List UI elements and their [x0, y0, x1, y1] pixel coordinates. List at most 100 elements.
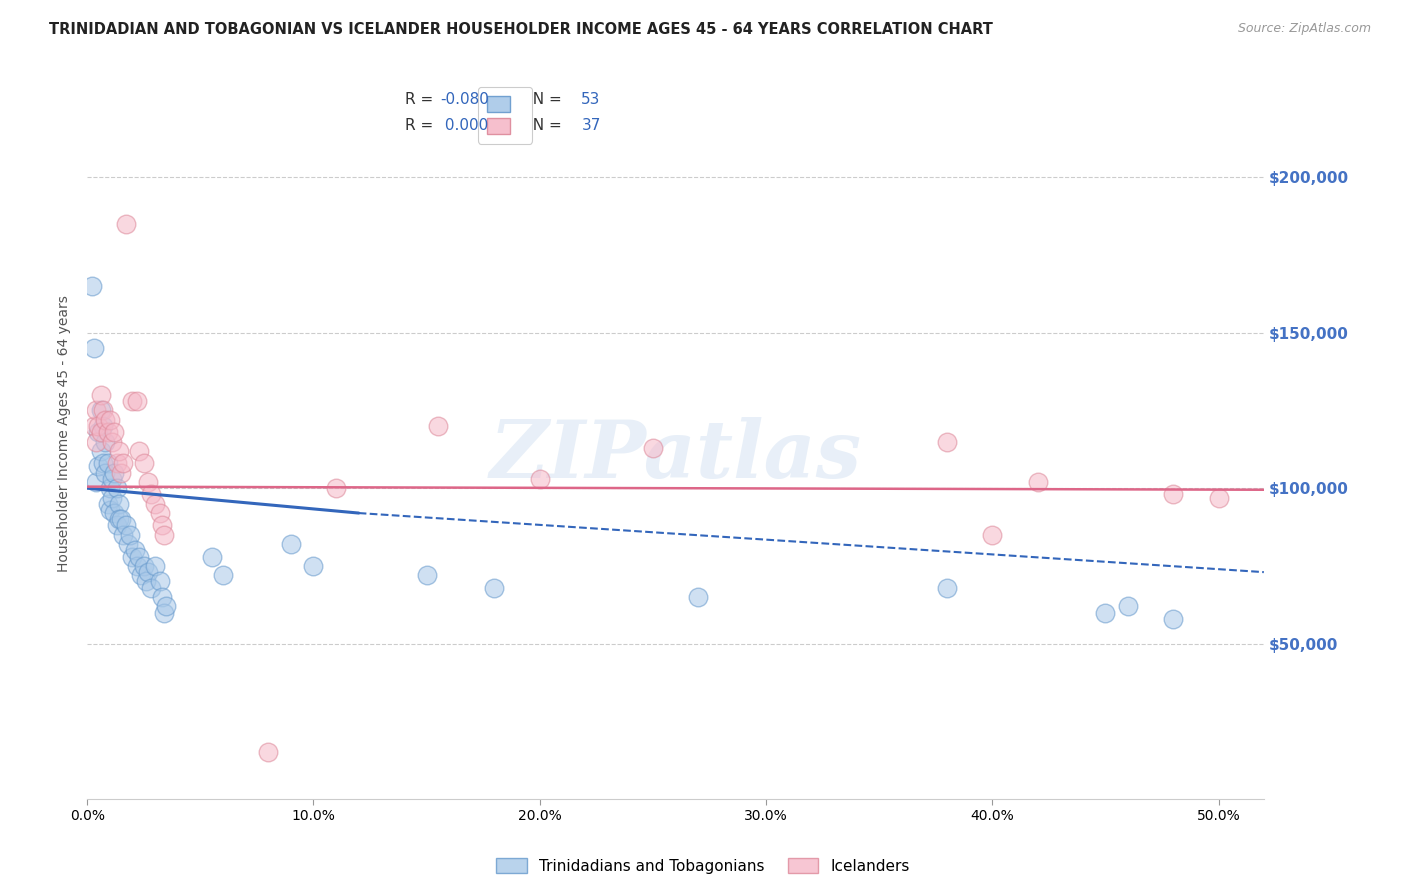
Point [108, 512, 131, 526]
Text: N =: N = [523, 118, 567, 133]
Point [143, 558, 166, 573]
Point [101, 472, 124, 486]
Point [128, 443, 150, 458]
Point [96, 456, 118, 470]
Point [641, 441, 664, 455]
Point [135, 574, 157, 589]
Point [150, 518, 173, 533]
Point [87, 459, 110, 474]
Point [1026, 475, 1049, 489]
Point [415, 568, 437, 582]
Point [91, 456, 114, 470]
Point [136, 565, 159, 579]
Point [1208, 491, 1230, 505]
Point [114, 518, 136, 533]
Point [80, 279, 103, 293]
Point [131, 568, 153, 582]
Point [212, 568, 235, 582]
Point [125, 394, 148, 409]
Point [112, 528, 135, 542]
Legend: Trinidadians and Tobagonians, Icelanders: Trinidadians and Tobagonians, Icelanders [491, 852, 915, 880]
Point [94, 466, 117, 480]
Point [84, 475, 107, 489]
Point [114, 217, 136, 231]
Point [1163, 612, 1185, 626]
Text: Source: ZipAtlas.com: Source: ZipAtlas.com [1237, 22, 1371, 36]
Point [132, 456, 155, 470]
Point [148, 506, 170, 520]
Point [936, 434, 959, 449]
Point [201, 549, 224, 564]
Text: 37: 37 [581, 118, 600, 133]
Point [87, 425, 110, 440]
Y-axis label: Householder Income Ages 45 - 64 years: Householder Income Ages 45 - 64 years [58, 295, 72, 573]
Point [155, 599, 177, 614]
Point [105, 481, 128, 495]
Point [83, 341, 105, 355]
Point [484, 581, 506, 595]
Point [981, 528, 1004, 542]
Text: ZIPatlas: ZIPatlas [489, 417, 862, 494]
Point [110, 512, 132, 526]
Point [96, 497, 118, 511]
Point [94, 434, 117, 449]
Point [153, 528, 176, 542]
Point [426, 419, 449, 434]
Point [1116, 599, 1139, 614]
Point [90, 388, 112, 402]
Point [688, 590, 710, 604]
Point [98, 503, 121, 517]
Point [110, 466, 132, 480]
Point [90, 443, 112, 458]
Point [98, 413, 121, 427]
Point [83, 419, 105, 434]
Point [124, 543, 146, 558]
Point [120, 528, 142, 542]
Point [117, 537, 139, 551]
Point [108, 443, 131, 458]
Text: R =: R = [405, 118, 439, 133]
Point [936, 581, 959, 595]
Point [1163, 487, 1185, 501]
Point [91, 419, 114, 434]
Point [103, 466, 125, 480]
Point [84, 434, 107, 449]
Point [112, 456, 135, 470]
Legend: , : , [478, 87, 531, 144]
Text: R =: R = [405, 92, 439, 107]
Point [105, 456, 128, 470]
Point [94, 413, 117, 427]
Point [132, 558, 155, 573]
Text: 0.000: 0.000 [440, 118, 488, 133]
Point [153, 606, 176, 620]
Point [128, 549, 150, 564]
Point [139, 487, 162, 501]
Point [87, 419, 110, 434]
Point [325, 481, 347, 495]
Point [125, 558, 148, 573]
Point [90, 403, 112, 417]
Point [139, 581, 162, 595]
Point [98, 481, 121, 495]
Point [90, 425, 112, 440]
Point [280, 537, 302, 551]
Text: -0.080: -0.080 [440, 92, 489, 107]
Point [105, 518, 128, 533]
Point [108, 497, 131, 511]
Point [150, 590, 173, 604]
Point [302, 558, 325, 573]
Point [84, 403, 107, 417]
Text: N =: N = [523, 92, 567, 107]
Text: 53: 53 [581, 92, 600, 107]
Text: TRINIDADIAN AND TOBAGONIAN VS ICELANDER HOUSEHOLDER INCOME AGES 45 - 64 YEARS CO: TRINIDADIAN AND TOBAGONIAN VS ICELANDER … [49, 22, 993, 37]
Point [91, 403, 114, 417]
Point [121, 549, 143, 564]
Point [121, 394, 143, 409]
Point [136, 475, 159, 489]
Point [96, 425, 118, 440]
Point [148, 574, 170, 589]
Point [1094, 606, 1116, 620]
Point [101, 434, 124, 449]
Point [529, 472, 551, 486]
Point [257, 746, 280, 760]
